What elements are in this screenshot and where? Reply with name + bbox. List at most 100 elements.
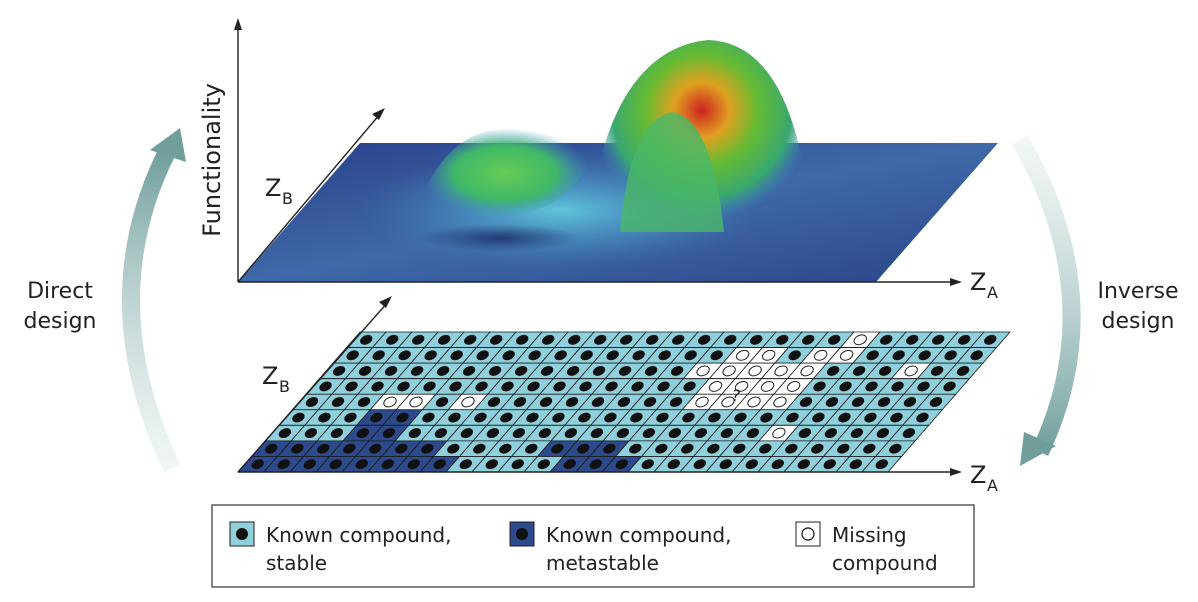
filled-dot-icon	[553, 381, 566, 392]
filled-dot-icon	[590, 428, 604, 439]
filled-dot-icon	[719, 459, 732, 470]
open-dot-icon	[760, 381, 775, 392]
filled-dot-icon	[823, 459, 836, 470]
filled-dot-icon	[511, 459, 524, 470]
open-dot-icon	[708, 381, 723, 392]
svg-text:B: B	[282, 189, 293, 208]
filled-dot-icon	[694, 428, 708, 439]
open-dot-icon	[813, 349, 828, 361]
filled-dot-icon	[629, 443, 642, 454]
filled-dot-icon	[655, 443, 668, 454]
filled-dot-icon	[500, 412, 513, 423]
filled-dot-icon	[956, 365, 970, 376]
missing-question-mark: ?	[732, 386, 741, 405]
filled-dot-icon	[331, 397, 345, 407]
filled-dot-icon	[646, 334, 659, 345]
filled-dot-icon	[824, 428, 838, 439]
filled-dot-icon	[684, 350, 697, 361]
filled-dot-icon	[837, 443, 850, 454]
filled-dot-icon	[251, 459, 264, 470]
filled-dot-icon	[486, 428, 500, 439]
filled-dot-icon	[356, 428, 370, 439]
filled-dot-icon	[724, 334, 737, 345]
filled-dot-icon	[771, 459, 784, 470]
filled-dot-icon	[710, 350, 723, 361]
svg-text:compound: compound	[832, 551, 938, 575]
filled-dot-icon	[447, 443, 460, 454]
filled-dot-icon	[944, 350, 957, 361]
filled-dot-icon	[929, 397, 943, 407]
filled-dot-icon	[592, 365, 606, 376]
filled-dot-icon	[513, 397, 527, 407]
filled-dot-icon	[434, 428, 448, 439]
filled-dot-icon	[319, 381, 332, 392]
filled-dot-icon	[682, 412, 695, 423]
filled-dot-icon	[450, 350, 463, 361]
filled-dot-icon	[396, 412, 409, 423]
filled-dot-icon	[892, 350, 905, 361]
direct-design-arrow	[122, 128, 186, 472]
filled-dot-icon	[424, 350, 437, 361]
filled-dot-icon	[864, 412, 877, 423]
functionality-axis-label: Functionality	[198, 83, 226, 237]
filled-dot-icon	[641, 459, 654, 470]
filled-dot-icon	[410, 365, 424, 376]
filled-dot-icon	[565, 397, 579, 407]
inverse-design-label-line1: Inverse	[1097, 279, 1178, 304]
filled-dot-icon	[564, 428, 578, 439]
filled-dot-icon	[916, 412, 929, 423]
filled-dot-icon	[514, 365, 528, 376]
filled-dot-icon	[304, 428, 318, 439]
filled-dot-icon	[487, 397, 501, 407]
filled-dot-icon	[850, 428, 864, 439]
filled-dot-icon	[698, 334, 711, 345]
filled-dot-icon	[516, 334, 529, 345]
filled-dot-icon	[631, 381, 644, 392]
filled-dot-icon	[681, 443, 694, 454]
direct-design-label-line2: design	[24, 309, 97, 334]
filled-dot-icon	[849, 459, 862, 470]
open-dot-icon	[786, 381, 801, 392]
filled-dot-icon	[344, 412, 357, 423]
filled-dot-icon	[516, 528, 528, 540]
open-dot-icon	[383, 396, 397, 408]
filled-dot-icon	[580, 350, 593, 361]
filled-dot-icon	[539, 397, 553, 407]
filled-dot-icon	[813, 381, 826, 392]
filled-dot-icon	[412, 334, 425, 345]
filled-dot-icon	[577, 443, 590, 454]
filled-dot-icon	[891, 381, 904, 392]
filled-dot-icon	[984, 334, 997, 345]
filled-dot-icon	[759, 443, 772, 454]
filled-dot-icon	[866, 350, 879, 361]
filled-dot-icon	[734, 412, 747, 423]
filled-dot-icon	[501, 381, 514, 392]
inverse-design-label-line2: design	[1102, 309, 1175, 334]
filled-dot-icon	[615, 459, 628, 470]
open-dot-icon	[801, 527, 815, 541]
filled-dot-icon	[668, 428, 682, 439]
filled-dot-icon	[407, 459, 420, 470]
filled-dot-icon	[878, 365, 892, 376]
filled-dot-icon	[958, 334, 971, 345]
filled-dot-icon	[890, 412, 903, 423]
filled-dot-icon	[421, 443, 434, 454]
filled-dot-icon	[435, 397, 449, 407]
open-dot-icon	[695, 396, 709, 408]
filled-dot-icon	[918, 350, 931, 361]
filled-dot-icon	[620, 334, 633, 345]
filled-dot-icon	[357, 397, 371, 407]
filled-dot-icon	[499, 443, 512, 454]
filled-dot-icon	[490, 334, 503, 345]
open-dot-icon	[839, 349, 854, 361]
filled-dot-icon	[563, 459, 576, 470]
open-dot-icon	[461, 396, 475, 408]
filled-dot-icon	[642, 428, 656, 439]
filled-dot-icon	[707, 443, 720, 454]
filled-dot-icon	[667, 459, 680, 470]
filled-dot-icon	[917, 381, 930, 392]
filled-dot-icon	[502, 350, 515, 361]
filled-dot-icon	[750, 334, 763, 345]
filled-dot-icon	[236, 528, 248, 540]
open-dot-icon	[409, 396, 423, 408]
